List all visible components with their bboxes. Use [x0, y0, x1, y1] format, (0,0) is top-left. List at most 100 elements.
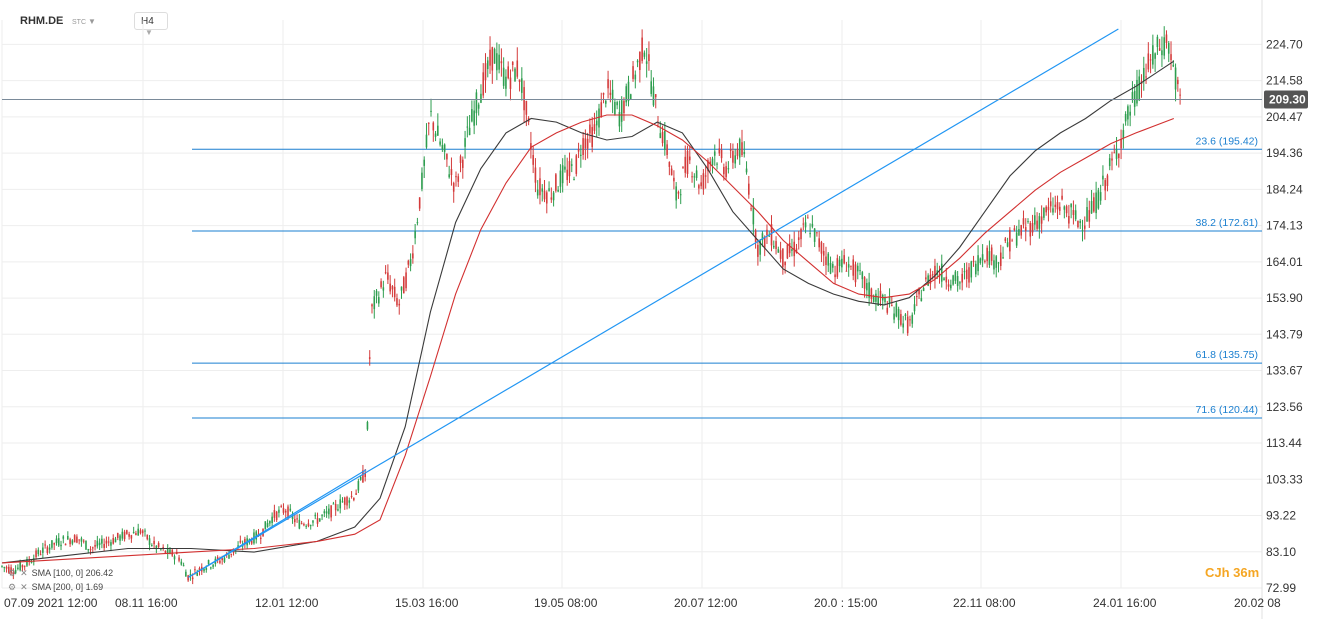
- candle-body: [1147, 53, 1150, 70]
- candle-body: [859, 270, 861, 272]
- gear-icon[interactable]: ⚙: [8, 568, 17, 578]
- candle-body: [666, 144, 668, 155]
- candle-body: [836, 258, 839, 277]
- candle-body: [913, 304, 916, 312]
- candle-body: [402, 277, 405, 294]
- candle-body: [698, 185, 700, 189]
- candle-body: [841, 258, 843, 268]
- candle-body: [800, 228, 802, 240]
- candle-body: [23, 565, 26, 567]
- fib-level-label: 38.2 (172.61): [1196, 217, 1258, 229]
- candle-body: [393, 286, 396, 298]
- candle-body: [584, 138, 587, 149]
- candle-body: [296, 518, 298, 520]
- candle-body: [39, 554, 42, 556]
- chart-toolbar: RHM.DE STC ▼ H4 ▼: [0, 0, 1331, 38]
- candle-body: [1165, 34, 1168, 43]
- timeframe-selector[interactable]: H4 ▼: [134, 12, 168, 37]
- candle-body: [409, 259, 412, 267]
- symbol-label[interactable]: RHM.DE: [20, 15, 64, 27]
- candle-body: [961, 273, 963, 283]
- candle-body: [952, 275, 954, 285]
- candle-body: [614, 101, 616, 115]
- candle-body: [1113, 152, 1116, 154]
- candle-body: [64, 543, 67, 546]
- candle-body: [995, 256, 998, 268]
- candle-body: [664, 131, 666, 151]
- candle-body: [868, 282, 870, 298]
- candle-body: [729, 149, 732, 151]
- candle-body: [852, 259, 855, 276]
- candle-body: [101, 538, 103, 544]
- candle-body: [1104, 180, 1106, 191]
- candle-body: [850, 265, 852, 267]
- candle-body: [1018, 229, 1020, 236]
- close-icon[interactable]: ✕: [20, 568, 28, 578]
- candle-body: [559, 170, 562, 187]
- legend-sma-200[interactable]: ⚙ ✕ SMA [200, 0] 1.69: [8, 582, 103, 593]
- candle-body: [888, 296, 891, 304]
- candle-body: [430, 110, 432, 112]
- gear-icon[interactable]: ⚙: [8, 582, 17, 592]
- candle-body: [875, 293, 877, 302]
- candle-body: [71, 540, 74, 544]
- close-icon[interactable]: ✕: [20, 582, 28, 592]
- candle-body: [1027, 221, 1029, 223]
- candle-body: [548, 188, 550, 191]
- candle-body: [1099, 192, 1102, 201]
- candle-body: [1054, 204, 1057, 207]
- candle-body: [421, 172, 423, 190]
- candle-body: [146, 534, 149, 540]
- candle-body: [55, 538, 58, 544]
- candle-body: [634, 74, 637, 80]
- candle-body: [457, 176, 460, 182]
- candle-body: [940, 263, 943, 282]
- sma-100-line: [1, 60, 1175, 564]
- candle-body: [123, 531, 126, 540]
- candle-body: [196, 572, 199, 576]
- y-tick-label: 224.70: [1266, 37, 1303, 51]
- legend-sma-100[interactable]: ⚙ ✕ SMA [100, 0] 206.42: [8, 568, 113, 579]
- candle-body: [684, 156, 687, 173]
- candle-body: [239, 540, 242, 543]
- candle-body: [26, 559, 28, 566]
- candle-body: [266, 523, 269, 528]
- candle-body: [990, 247, 993, 261]
- candle-body: [1011, 240, 1013, 242]
- candle-body: [820, 242, 823, 254]
- candle-body: [539, 178, 541, 196]
- candle-body: [294, 519, 296, 523]
- candle-body: [1142, 67, 1145, 82]
- candle-body: [668, 162, 671, 167]
- candle-body: [173, 556, 176, 560]
- candle-body: [307, 523, 310, 527]
- candle-body: [591, 127, 593, 148]
- candle-body: [223, 557, 226, 562]
- candle-body: [455, 176, 457, 178]
- candle-body: [353, 497, 355, 501]
- candle-body: [1034, 215, 1036, 225]
- y-tick-label: 133.67: [1266, 364, 1303, 378]
- candle-body: [720, 149, 723, 159]
- candle-body: [648, 54, 650, 62]
- candle-body: [348, 500, 351, 503]
- candle-body: [116, 532, 119, 538]
- candle-body: [825, 256, 827, 265]
- candle-body: [786, 244, 789, 259]
- candle-body: [112, 538, 115, 544]
- candle-body: [682, 167, 684, 169]
- candle-body: [259, 537, 262, 540]
- candle-body: [105, 540, 108, 544]
- instrument-type-selector[interactable]: STC ▼: [72, 17, 96, 26]
- candle-body: [968, 267, 970, 283]
- candle-body: [645, 61, 648, 64]
- candle-body: [332, 503, 335, 505]
- candle-body: [407, 260, 410, 265]
- candle-body: [580, 154, 582, 156]
- candle-body: [736, 149, 739, 156]
- candle-body: [977, 255, 979, 272]
- candle-body: [1124, 113, 1127, 122]
- candle-body: [69, 539, 71, 545]
- candle-body: [1029, 223, 1032, 237]
